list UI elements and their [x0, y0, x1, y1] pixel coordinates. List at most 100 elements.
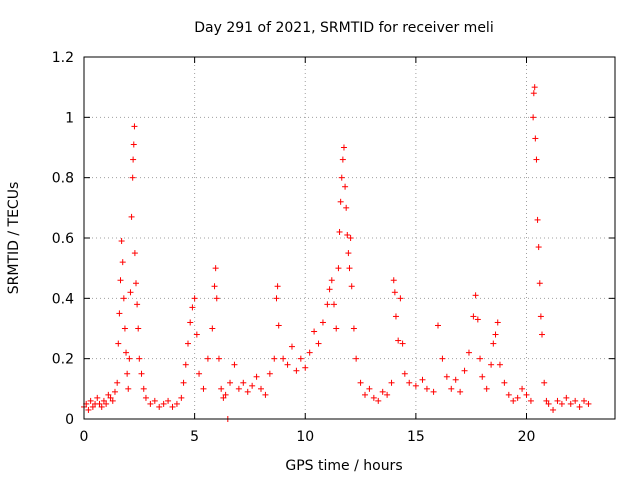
data-point	[324, 301, 331, 308]
data-point	[470, 313, 477, 320]
data-point	[222, 391, 229, 398]
data-point	[136, 355, 143, 362]
data-point	[342, 183, 349, 190]
data-point	[132, 280, 139, 287]
data-point	[173, 400, 180, 407]
data-point	[452, 376, 459, 383]
data-point	[331, 301, 338, 308]
data-point	[537, 313, 544, 320]
data-point	[534, 216, 541, 223]
data-point	[273, 295, 280, 302]
data-point	[350, 325, 357, 332]
data-point	[128, 213, 135, 220]
data-point	[134, 301, 141, 308]
data-point	[397, 295, 404, 302]
x-tick-label: 5	[190, 429, 199, 445]
data-point	[567, 400, 574, 407]
data-point	[96, 400, 103, 407]
data-point	[107, 394, 114, 401]
data-point	[302, 364, 309, 371]
data-point	[213, 295, 220, 302]
data-point	[345, 250, 352, 257]
data-point	[335, 265, 342, 272]
data-point	[142, 394, 149, 401]
data-point	[510, 397, 517, 404]
data-point	[531, 84, 538, 91]
data-point	[253, 373, 260, 380]
data-point	[180, 379, 187, 386]
data-point	[258, 385, 264, 392]
x-tick-label: 20	[518, 429, 536, 445]
x-tick-label: 10	[296, 429, 314, 445]
data-point	[361, 391, 368, 398]
data-points	[81, 84, 592, 422]
data-point	[477, 355, 484, 362]
data-point	[288, 343, 295, 350]
data-point	[357, 379, 364, 386]
data-point	[231, 361, 238, 368]
data-point	[218, 385, 225, 392]
y-tick-label: 1	[65, 110, 74, 126]
data-point	[435, 322, 441, 329]
data-point	[399, 340, 406, 347]
data-point	[187, 319, 194, 326]
y-axis-label: SRMTID / TECUs	[6, 182, 22, 295]
data-point	[193, 331, 200, 338]
data-point	[336, 228, 343, 235]
data-point	[532, 135, 539, 142]
data-point	[284, 361, 291, 368]
y-axis-tick-labels: 0 0.2 0.4 0.6 0.8 1 1.2	[52, 50, 74, 428]
data-point	[527, 397, 534, 404]
data-point	[293, 367, 300, 374]
data-point	[340, 144, 347, 151]
data-point	[328, 277, 335, 284]
data-point	[100, 397, 107, 404]
data-point	[326, 286, 333, 293]
data-point	[118, 238, 125, 245]
data-point	[581, 397, 588, 404]
data-point	[184, 340, 191, 347]
data-point	[344, 231, 351, 238]
data-point	[366, 385, 373, 392]
data-point	[196, 370, 203, 377]
data-point	[461, 367, 468, 374]
data-point	[419, 376, 426, 383]
data-point	[370, 394, 377, 401]
data-point	[523, 391, 530, 398]
data-point	[111, 388, 118, 395]
data-point	[533, 156, 540, 163]
data-point	[333, 325, 340, 332]
data-point	[536, 280, 543, 287]
data-point	[94, 394, 101, 401]
data-point	[483, 385, 490, 392]
data-point	[430, 388, 437, 395]
data-point	[488, 361, 495, 368]
data-point	[116, 310, 123, 317]
axis-ticks	[83, 56, 615, 420]
data-point	[85, 406, 92, 413]
data-point	[384, 391, 391, 398]
data-point	[315, 340, 322, 347]
x-tick-label: 0	[80, 429, 89, 445]
data-point	[119, 259, 126, 266]
data-point	[204, 355, 211, 362]
data-point	[392, 313, 399, 320]
data-point	[209, 325, 216, 332]
data-point	[220, 394, 227, 401]
data-point	[379, 388, 386, 395]
data-point	[311, 328, 318, 335]
data-point	[501, 379, 508, 386]
data-point	[131, 123, 138, 130]
data-point	[423, 385, 430, 392]
data-point	[130, 141, 137, 148]
data-point	[125, 385, 132, 392]
data-point	[215, 355, 222, 362]
data-point	[103, 400, 110, 407]
y-tick-label: 0.6	[52, 231, 74, 247]
data-point	[543, 397, 550, 404]
data-point	[530, 114, 537, 121]
data-point	[443, 373, 450, 380]
data-point	[412, 382, 419, 389]
data-point	[457, 388, 464, 395]
